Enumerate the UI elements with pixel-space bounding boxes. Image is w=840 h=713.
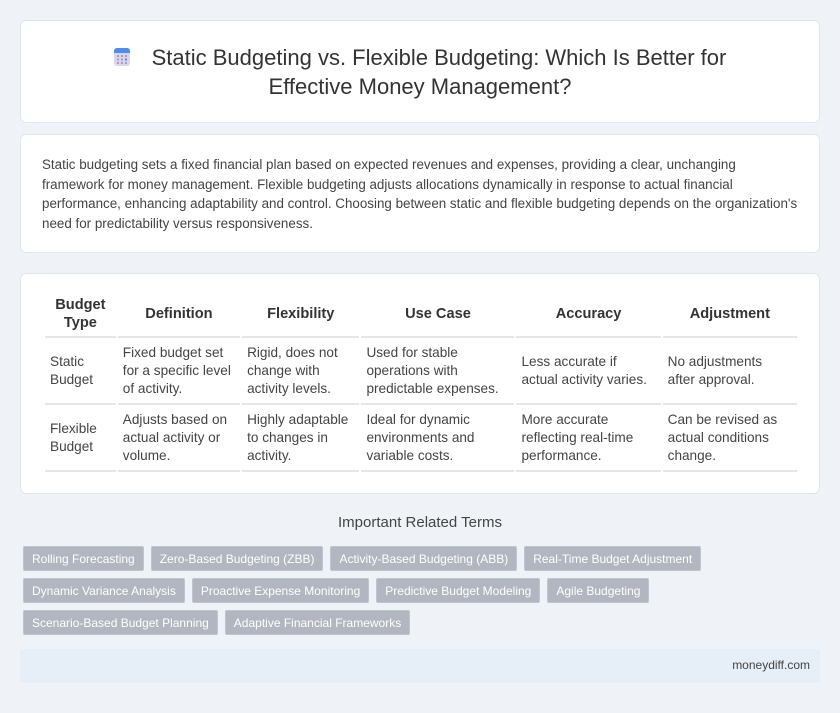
- cell-use-case: Ideal for dynamic environments and varia…: [361, 405, 515, 472]
- table-header-row: Budget Type Definition Flexibility Use C…: [45, 292, 797, 338]
- tag-predictive-budget-modeling[interactable]: Predictive Budget Modeling: [376, 578, 541, 603]
- cell-flexibility: Highly adaptable to changes in activity.: [242, 405, 360, 472]
- tag-real-time-budget-adjustment[interactable]: Real-Time Budget Adjustment: [524, 546, 702, 571]
- tag-dynamic-variance-analysis[interactable]: Dynamic Variance Analysis: [23, 578, 185, 603]
- cell-use-case: Used for stable operations with predicta…: [361, 338, 515, 405]
- cell-definition: Fixed budget set for a specific level of…: [117, 338, 241, 405]
- tag-adaptive-financial-frameworks[interactable]: Adaptive Financial Frameworks: [224, 610, 411, 635]
- tag-proactive-expense-monitoring[interactable]: Proactive Expense Monitoring: [191, 578, 370, 603]
- cell-accuracy: More accurate reflecting real-time perfo…: [516, 405, 661, 472]
- table-row: Static Budget Fixed budget set for a spe…: [45, 338, 797, 405]
- cell-budget-type: Flexible Budget: [45, 405, 116, 472]
- comparison-table-card: Budget Type Definition Flexibility Use C…: [20, 273, 820, 494]
- tag-activity-based-budgeting[interactable]: Activity-Based Budgeting (ABB): [330, 546, 518, 571]
- page-title: Static Budgeting vs. Flexible Budgeting:…: [21, 43, 819, 101]
- calendar-icon: [113, 44, 130, 66]
- intro-paragraph: Static budgeting sets a fixed financial …: [42, 157, 798, 231]
- tag-agile-budgeting[interactable]: Agile Budgeting: [547, 578, 650, 603]
- header-use-case: Use Case: [361, 292, 515, 338]
- cell-accuracy: Less accurate if actual activity varies.: [516, 338, 661, 405]
- footer-site-link[interactable]: moneydiff.com: [732, 658, 810, 672]
- cell-budget-type: Static Budget: [45, 338, 116, 405]
- intro-card: Static budgeting sets a fixed financial …: [20, 134, 820, 253]
- tag-zero-based-budgeting[interactable]: Zero-Based Budgeting (ZBB): [150, 546, 324, 571]
- comparison-table: Budget Type Definition Flexibility Use C…: [43, 292, 799, 472]
- header-accuracy: Accuracy: [516, 292, 661, 338]
- related-terms-heading: Important Related Terms: [338, 514, 502, 531]
- table-row: Flexible Budget Adjusts based on actual …: [45, 405, 797, 472]
- tag-rolling-forecasting[interactable]: Rolling Forecasting: [23, 546, 144, 571]
- header-budget-type: Budget Type: [45, 292, 116, 338]
- title-card: Static Budgeting vs. Flexible Budgeting:…: [20, 20, 820, 123]
- header-adjustment: Adjustment: [662, 292, 797, 338]
- cell-adjustment: No adjustments after approval.: [662, 338, 797, 405]
- related-terms-list: Rolling Forecasting Zero-Based Budgeting…: [23, 546, 783, 635]
- header-flexibility: Flexibility: [242, 292, 360, 338]
- cell-flexibility: Rigid, does not change with activity lev…: [242, 338, 360, 405]
- cell-adjustment: Can be revised as actual conditions chan…: [662, 405, 797, 472]
- header-definition: Definition: [117, 292, 241, 338]
- tag-scenario-based-budget-planning[interactable]: Scenario-Based Budget Planning: [23, 610, 218, 635]
- footer: moneydiff.com: [20, 649, 820, 683]
- title-text-1: Static Budgeting vs. Flexible Budgeting:…: [151, 45, 727, 70]
- title-line-2: Effective Money Management?: [268, 74, 572, 99]
- cell-definition: Adjusts based on actual activity or volu…: [117, 405, 241, 472]
- title-line-1: Static Budgeting vs. Flexible Budgeting:…: [21, 43, 819, 72]
